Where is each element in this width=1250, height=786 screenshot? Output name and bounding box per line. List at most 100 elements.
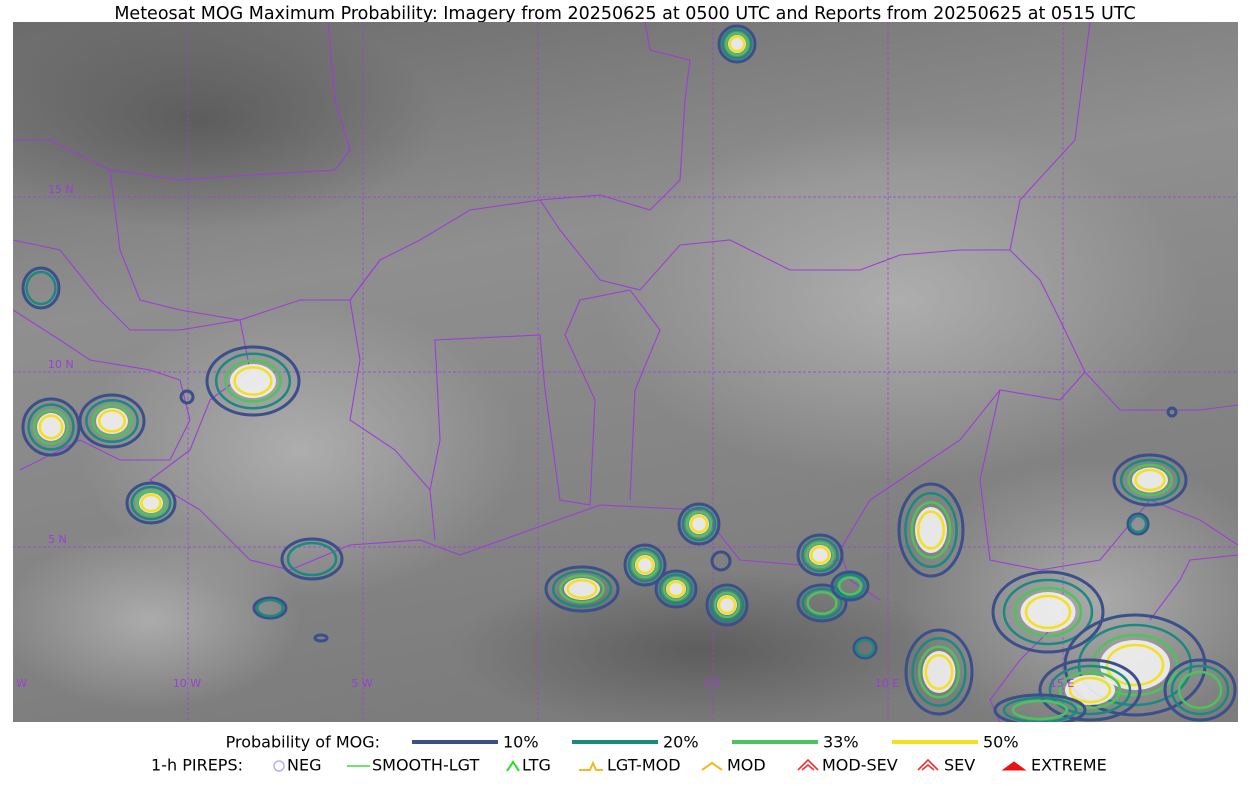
- contour: [233, 366, 273, 396]
- contour: [721, 28, 753, 60]
- contour: [1068, 676, 1112, 704]
- bright-cloud: [37, 413, 65, 441]
- contour: [710, 550, 732, 572]
- legend-label: 50%: [983, 733, 1019, 752]
- contour: [805, 541, 835, 569]
- legend-label: 33%: [823, 733, 859, 752]
- contour: [224, 359, 282, 403]
- contour: [32, 408, 70, 446]
- contour: [834, 573, 866, 599]
- contour: [544, 565, 620, 613]
- contour: [1170, 664, 1230, 716]
- contour: [681, 506, 717, 542]
- contour: [627, 547, 663, 583]
- contour: [911, 637, 967, 707]
- contour: [924, 653, 954, 691]
- contour: [658, 573, 694, 605]
- contour: [689, 514, 709, 534]
- contour: [917, 645, 961, 699]
- legend-label: SMOOTH-LGT: [372, 756, 479, 775]
- lat-label: 15 N: [48, 183, 74, 196]
- contour: [551, 570, 613, 608]
- legend-symbol: [917, 758, 939, 771]
- contour: [130, 485, 172, 521]
- country-borders: [13, 22, 1238, 722]
- contour: [662, 576, 690, 602]
- legend-pireps: 1-h PIREPS: NEG SMOOTH-LGT LTG LGT-MOD M…: [151, 756, 1107, 775]
- lon-label: 5 W: [351, 677, 372, 690]
- contour: [1002, 578, 1094, 646]
- legend-symbol: [797, 758, 819, 771]
- contour: [38, 414, 64, 440]
- contour: [313, 633, 329, 643]
- contour: [904, 491, 958, 569]
- contour: [252, 596, 288, 620]
- bright-cloud: [1132, 467, 1168, 493]
- bright-cloud: [96, 408, 128, 434]
- contour: [25, 270, 57, 306]
- contour: [1002, 696, 1078, 722]
- contour: [85, 398, 139, 444]
- bright-cloud: [1065, 675, 1115, 705]
- contour: [910, 501, 952, 559]
- contour: [717, 595, 737, 615]
- legend-symbol: [273, 760, 285, 772]
- lon-label: 5 E: [703, 677, 720, 690]
- legend-probability: Probability of MOG: 10% 20% 33% 50%: [226, 733, 1019, 752]
- contour: [796, 533, 844, 577]
- contour: [806, 590, 838, 616]
- contour: [1105, 643, 1165, 687]
- contour: [991, 570, 1105, 654]
- contour: [724, 31, 750, 57]
- legend-symbol: [506, 760, 520, 772]
- legend-title: Probability of MOG:: [226, 733, 380, 752]
- contour: [796, 583, 848, 623]
- contour: [1128, 514, 1148, 534]
- contour: [830, 570, 870, 602]
- contour: [255, 598, 285, 618]
- contour: [78, 393, 146, 449]
- contour: [214, 352, 292, 410]
- legend-label: SEV: [944, 756, 975, 775]
- contour: [852, 636, 878, 660]
- contour: [135, 489, 167, 517]
- contour: [1011, 699, 1069, 721]
- bright-cloud: [230, 364, 276, 398]
- contour: [280, 537, 344, 581]
- contour: [1166, 406, 1178, 418]
- contour: [801, 587, 843, 619]
- contour: [1013, 586, 1083, 638]
- contour: [993, 693, 1087, 722]
- contour: [97, 409, 127, 433]
- probability-contours: [21, 24, 1237, 722]
- contour: [1127, 463, 1173, 497]
- legend-label: 10%: [503, 733, 539, 752]
- contour: [728, 35, 746, 53]
- contour: [897, 482, 965, 578]
- bright-cloud: [922, 651, 956, 693]
- lon-label: 15 E: [1050, 677, 1074, 690]
- bright-cloud: [1020, 592, 1076, 632]
- contour: [666, 580, 686, 598]
- lat-label: 5 N: [48, 533, 67, 546]
- contour: [677, 502, 721, 546]
- legend-title: 1-h PIREPS:: [151, 756, 243, 775]
- contour: [1058, 670, 1122, 710]
- contour: [566, 578, 598, 600]
- contour: [91, 404, 133, 438]
- contour: [1163, 658, 1237, 722]
- contour: [1048, 664, 1132, 716]
- bright-cloud: [1100, 640, 1170, 690]
- contour: [809, 545, 831, 565]
- contour: [705, 583, 749, 627]
- legend-label: NEG: [287, 756, 321, 775]
- contour: [631, 551, 659, 579]
- legend-label: MOD-SEV: [822, 756, 898, 775]
- contour: [1112, 453, 1188, 507]
- legend-label: 20%: [663, 733, 699, 752]
- legend-label: LGT-MOD: [607, 756, 681, 775]
- contour: [623, 543, 667, 587]
- contour: [179, 389, 195, 405]
- contour: [713, 591, 741, 619]
- contour: [854, 638, 876, 658]
